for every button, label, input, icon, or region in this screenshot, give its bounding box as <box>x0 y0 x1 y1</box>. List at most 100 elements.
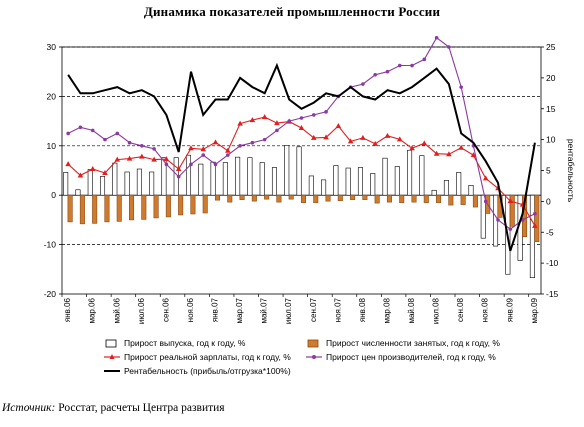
price-point <box>201 153 206 157</box>
legend-label: Прирост реальной зарплаты, год к году, % <box>124 352 291 362</box>
legend-swatch <box>307 339 319 348</box>
price-point <box>262 137 267 142</box>
employment-bar <box>288 194 294 200</box>
employment-bar <box>534 194 540 242</box>
x-axis-tick-label: ноя.07 <box>333 297 342 322</box>
employment-bar <box>300 194 306 203</box>
x-axis-tick-label: сен.08 <box>456 297 465 322</box>
wage-point <box>102 169 108 175</box>
wage-point <box>396 136 403 142</box>
employment-bar <box>104 194 110 223</box>
left-axis-tick-label: 0 <box>51 190 56 200</box>
x-axis-tick-label: мар.09 <box>530 297 539 323</box>
output-bar <box>271 167 277 196</box>
x-axis-tick-label: мар.07 <box>235 297 244 323</box>
output-bar <box>259 162 265 196</box>
x-axis-tick-label: мар.06 <box>88 297 97 323</box>
price-point <box>373 72 377 77</box>
employment-bar <box>423 194 429 203</box>
wage-point <box>261 114 268 120</box>
wage-point <box>249 117 256 123</box>
wage-point <box>175 166 182 172</box>
right-axis-tick-label: 20 <box>546 73 556 83</box>
employment-bar <box>141 194 147 220</box>
output-bar <box>247 157 253 196</box>
x-axis-tick-label: сен.07 <box>309 297 318 322</box>
price-point <box>66 131 70 136</box>
output-bar <box>419 155 425 196</box>
output-bar <box>394 166 400 196</box>
price-point <box>311 113 316 117</box>
wage-point <box>89 166 96 172</box>
employment-bar <box>374 194 380 204</box>
legend-marker <box>312 355 316 359</box>
wage-point <box>433 150 440 156</box>
output-bar <box>185 154 192 196</box>
wage-point <box>458 144 464 150</box>
output-bar <box>468 185 474 196</box>
price-point <box>361 82 365 86</box>
output-bar <box>124 171 130 196</box>
employment-bar <box>350 194 356 200</box>
wage-point <box>163 156 170 162</box>
output-bar <box>321 179 327 196</box>
employment-bar <box>436 194 442 203</box>
wage-point <box>126 155 133 161</box>
employment-bar <box>337 194 343 201</box>
output-bar <box>456 172 462 196</box>
employment-bar <box>276 194 282 203</box>
right-axis-tick-label: -10 <box>546 258 559 268</box>
employment-bar <box>214 194 221 201</box>
left-axis-tick-label: 10 <box>47 141 57 151</box>
source-text: Росстат, расчеты Центра развития <box>58 402 225 414</box>
employment-bar <box>411 194 417 203</box>
output-bar <box>333 165 339 196</box>
wage-point <box>65 161 71 167</box>
price-point <box>483 199 488 204</box>
wage-point <box>482 175 489 181</box>
price-point <box>250 140 255 145</box>
wage-point <box>139 153 145 159</box>
output-bar <box>296 146 302 196</box>
wage-point <box>347 138 354 144</box>
output-bar <box>112 162 118 196</box>
output-bar <box>431 189 437 196</box>
employment-bar <box>362 194 368 200</box>
price-point <box>459 85 463 89</box>
wage-point <box>532 222 538 228</box>
chart-title: Динамика показателей промышленности Росс… <box>143 4 441 19</box>
employment-bar <box>190 194 196 215</box>
wage-point <box>212 139 219 145</box>
price-point <box>127 140 132 145</box>
right-axis-tick-label: 5 <box>546 166 551 176</box>
x-axis-tick-label: июл.08 <box>432 297 441 324</box>
price-point <box>152 147 156 151</box>
wage-point <box>200 146 207 152</box>
x-axis-tick-label: сен.06 <box>161 297 170 322</box>
wage-point <box>372 140 378 146</box>
right-axis-tick-label: -15 <box>546 289 559 299</box>
axes-layer: -20 -10 0 10 20 30 -15 -10 -5 0 5 10 15 20 25 рентабель… <box>44 42 576 324</box>
employment-bar <box>460 194 466 205</box>
profitability-line <box>67 62 536 252</box>
price-point <box>422 57 427 62</box>
employment-bar <box>399 194 405 203</box>
legend: Прирост выпуска, год к году, % Прирост чи… <box>104 338 500 376</box>
output-bar <box>149 171 155 196</box>
wage-point <box>507 198 514 204</box>
price-point <box>287 119 292 123</box>
legend-marker <box>109 354 115 359</box>
employment-bar <box>448 194 454 206</box>
legend-label: Прирост численности занятых, год к году,… <box>326 338 500 348</box>
wage-point <box>360 134 366 140</box>
wage-point <box>225 147 231 153</box>
employment-bar <box>325 194 331 202</box>
legend-swatch <box>105 339 117 348</box>
price-point <box>324 110 328 114</box>
wage-point <box>114 156 121 162</box>
output-bar <box>161 157 167 196</box>
employment-bar <box>178 194 184 216</box>
price-point <box>115 131 120 136</box>
employment-bar <box>227 194 233 203</box>
x-axis-tick-label: янв.09 <box>505 297 514 322</box>
